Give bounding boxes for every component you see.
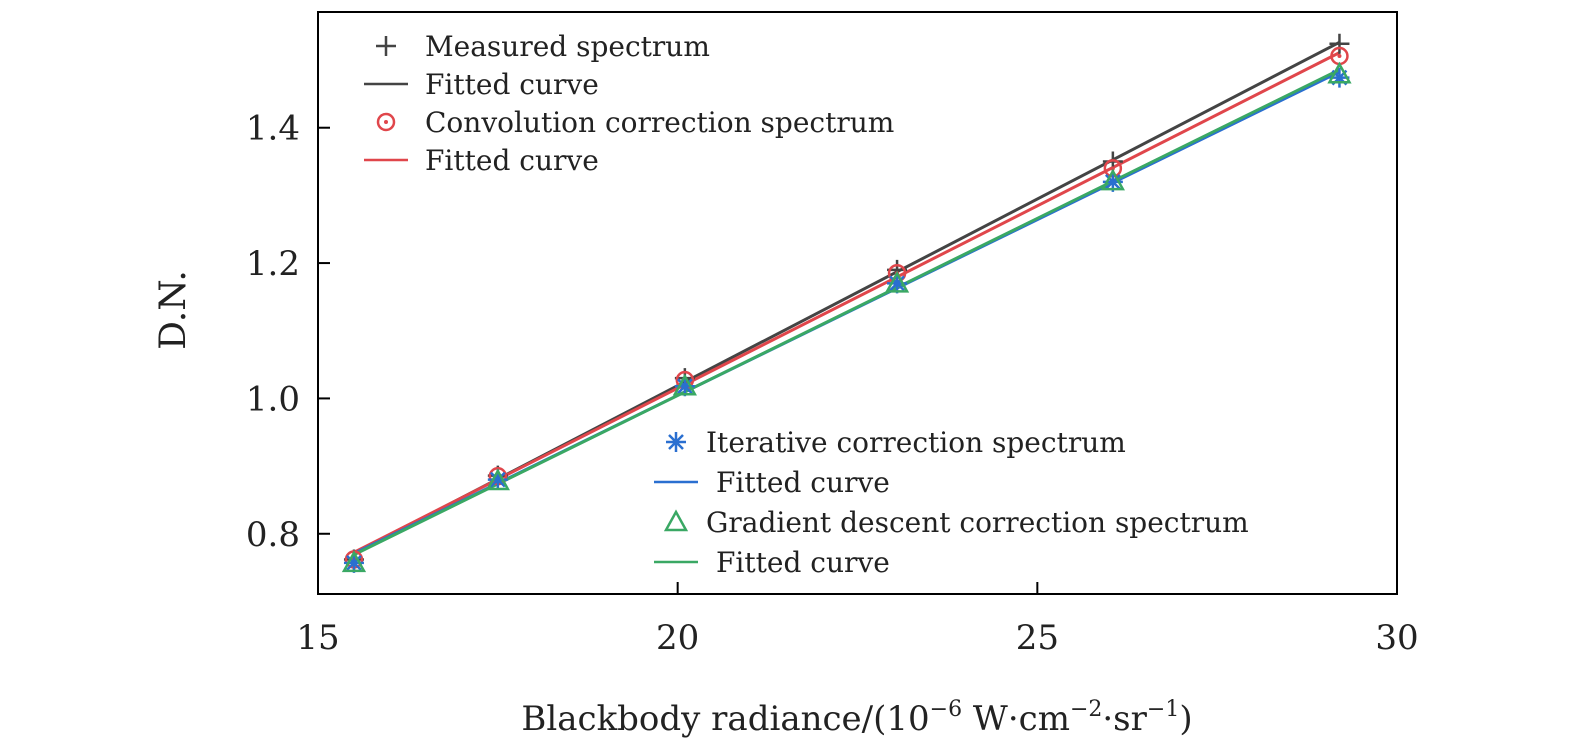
legend-label: Iterative correction spectrum bbox=[706, 426, 1126, 459]
circle-icon bbox=[376, 112, 396, 132]
asterisk-icon bbox=[674, 376, 695, 397]
triangle-marker bbox=[884, 270, 910, 293]
legend-label: Gradient descent correction spectrum bbox=[706, 506, 1249, 539]
triangle-marker bbox=[341, 550, 367, 573]
triangle-icon bbox=[1327, 61, 1352, 84]
asterisk-marker bbox=[674, 376, 695, 397]
triangle-marker bbox=[485, 468, 510, 491]
y-axis-label: D.N. bbox=[153, 270, 194, 350]
triangle-icon bbox=[672, 373, 697, 396]
x-tick-label: 15 bbox=[296, 618, 339, 658]
x-axis-label: Blackbody radiance/(10−6 W·cm−2·sr−1) bbox=[521, 697, 1192, 739]
triangle-marker bbox=[663, 509, 689, 532]
fitted-curve-line bbox=[353, 51, 1341, 554]
legend-label: Fitted curve bbox=[716, 466, 890, 499]
asterisk-icon bbox=[343, 552, 364, 573]
asterisk-icon bbox=[1102, 171, 1123, 192]
fitted-curve-line bbox=[353, 68, 1341, 557]
asterisk-marker bbox=[666, 432, 686, 452]
plus-marker bbox=[1329, 33, 1350, 54]
plus-icon bbox=[1329, 33, 1350, 54]
circle-dot bbox=[1337, 53, 1342, 58]
triangle-icon bbox=[884, 270, 910, 293]
legend-label: Fitted curve bbox=[716, 546, 890, 579]
triangle-marker bbox=[1100, 168, 1125, 191]
asterisk-marker bbox=[343, 552, 364, 573]
triangle-icon bbox=[485, 468, 510, 491]
triangle-marker bbox=[672, 373, 697, 396]
asterisk-marker bbox=[887, 273, 908, 294]
asterisk-icon bbox=[887, 273, 908, 294]
plus-icon bbox=[376, 36, 396, 56]
circle-marker bbox=[376, 112, 396, 132]
triangle-marker bbox=[1327, 61, 1352, 84]
plot-frame bbox=[317, 11, 1398, 595]
y-tick-label: 1.2 bbox=[246, 244, 300, 284]
y-tick-label: 0.8 bbox=[246, 515, 300, 555]
legend-label: Convolution correction spectrum bbox=[425, 106, 894, 139]
asterisk-marker bbox=[1102, 171, 1123, 192]
asterisk-icon bbox=[666, 432, 686, 452]
asterisk-marker bbox=[1329, 67, 1350, 88]
triangle-icon bbox=[663, 509, 689, 532]
legend-label: Fitted curve bbox=[425, 68, 599, 101]
y-tick-label: 1.0 bbox=[246, 379, 300, 419]
plus-marker bbox=[376, 36, 396, 56]
x-tick-label: 20 bbox=[656, 618, 699, 658]
asterisk-icon bbox=[1329, 67, 1350, 88]
asterisk-icon bbox=[487, 469, 508, 490]
circle-dot bbox=[1110, 166, 1115, 171]
x-tick-label: 25 bbox=[1016, 618, 1059, 658]
legend-label: Measured spectrum bbox=[425, 30, 710, 63]
triangle-icon bbox=[1100, 168, 1125, 191]
triangle-icon bbox=[341, 550, 367, 573]
asterisk-marker bbox=[487, 469, 508, 490]
y-tick-label: 1.4 bbox=[246, 109, 300, 149]
x-tick-label: 30 bbox=[1375, 618, 1418, 658]
legend-label: Fitted curve bbox=[425, 144, 599, 177]
circle-dot bbox=[384, 120, 388, 124]
